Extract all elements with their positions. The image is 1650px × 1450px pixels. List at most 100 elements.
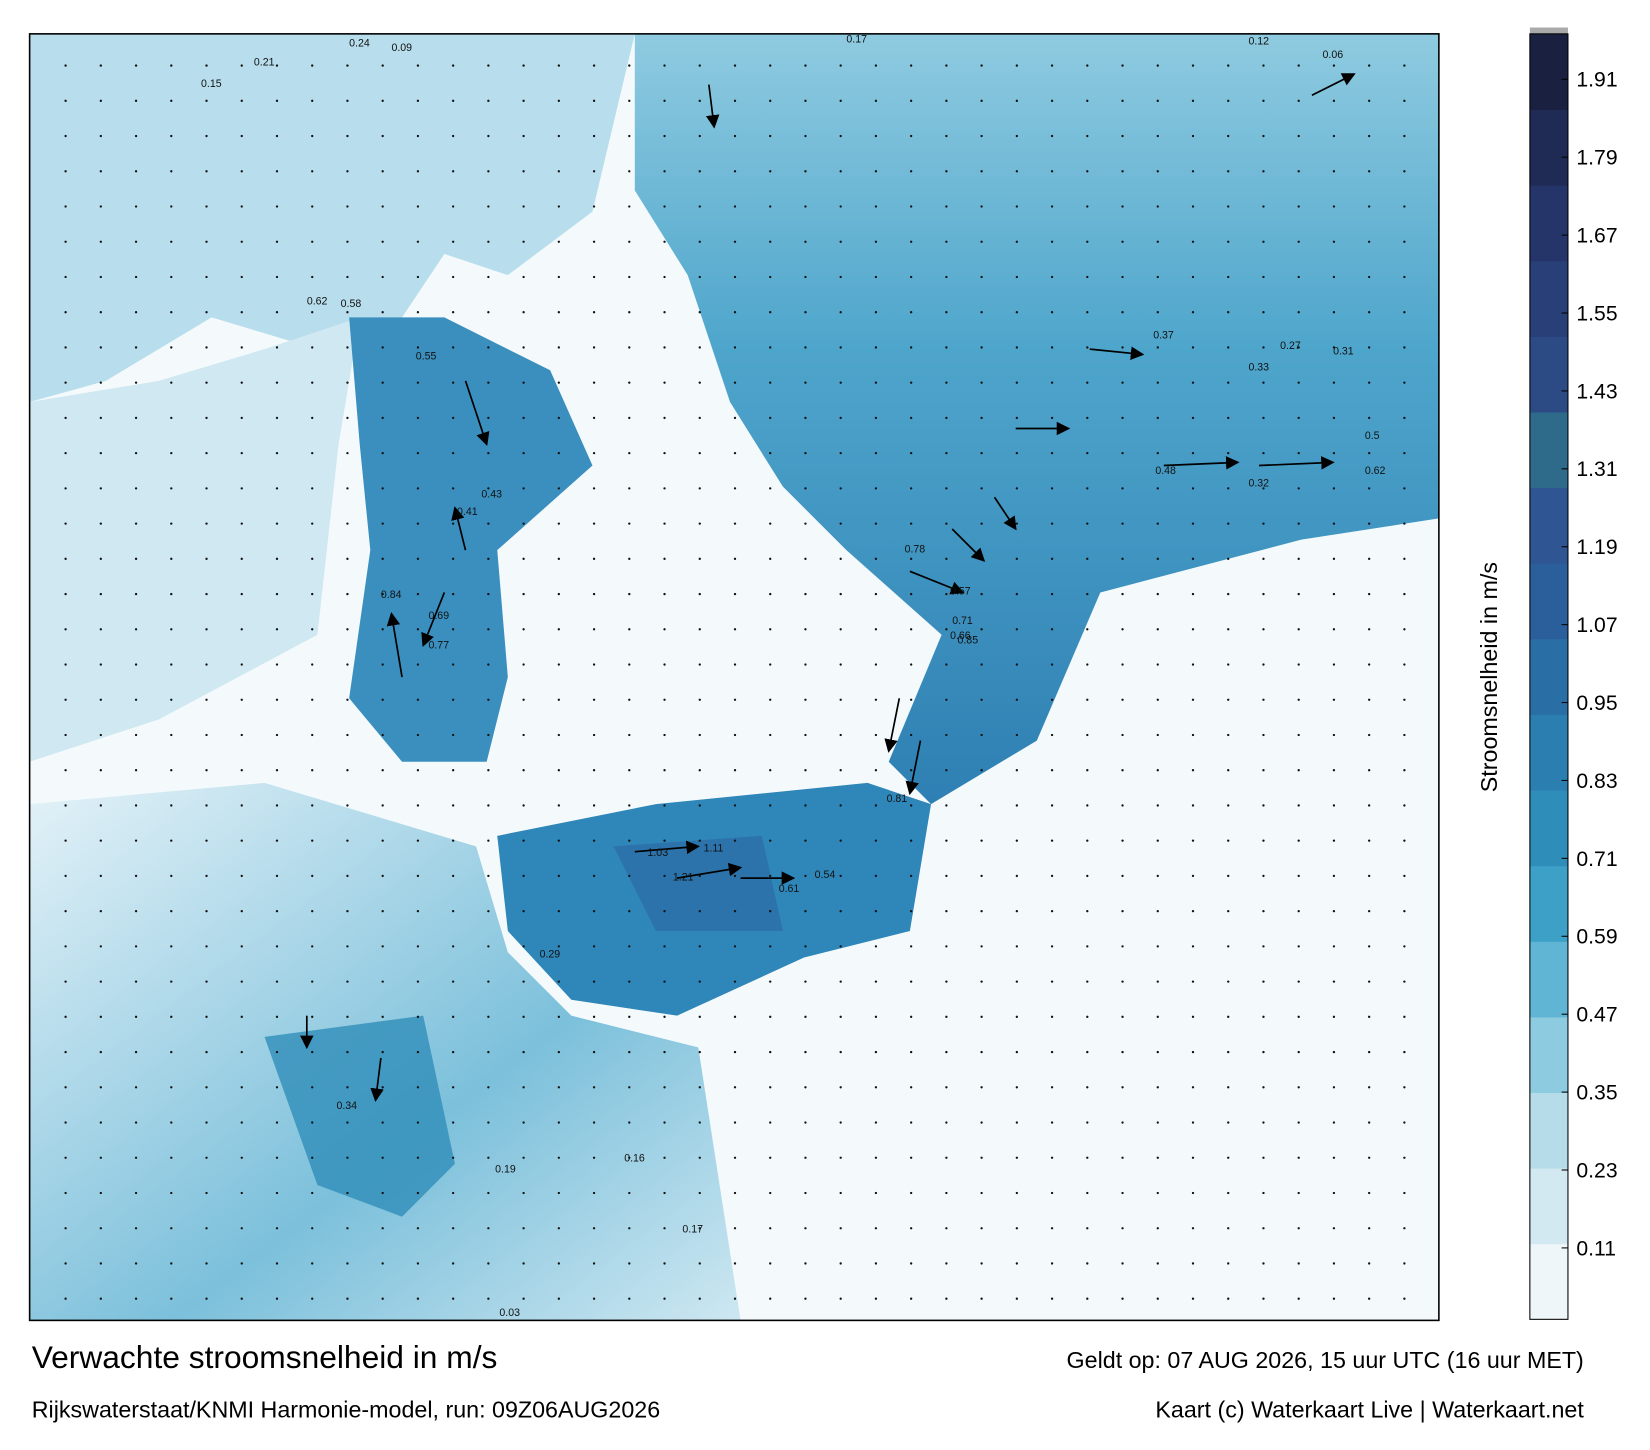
grid-dot — [240, 1156, 243, 1159]
grid-dot — [1262, 1015, 1265, 1019]
grid-dot — [1050, 170, 1054, 173]
grid-dot — [628, 663, 631, 666]
grid-dot — [1403, 628, 1406, 631]
grid-dot — [733, 1086, 737, 1089]
grid-dot — [1297, 240, 1300, 243]
grid-dot — [381, 1227, 384, 1230]
grid-dot — [804, 769, 807, 772]
grid-dot — [416, 1191, 420, 1195]
grid-dot — [134, 1156, 138, 1159]
grid-dot — [804, 240, 807, 243]
grid-dot — [416, 663, 420, 666]
grid-dot — [909, 945, 913, 948]
grid-dot — [99, 1121, 102, 1124]
colorbar-band — [1529, 1243, 1568, 1320]
grid-dot — [945, 346, 948, 349]
grid-dot — [311, 1156, 314, 1159]
grid-dot — [346, 980, 349, 983]
grid-dot — [1121, 663, 1124, 666]
grid-dot — [99, 205, 102, 208]
grid-dot — [1050, 311, 1054, 314]
grid-dot — [1332, 909, 1336, 913]
grid-dot — [874, 592, 878, 596]
grid-dot — [1332, 628, 1336, 631]
grid-dot — [663, 134, 666, 138]
grid-dot — [451, 1121, 455, 1124]
grid-dot — [240, 909, 243, 913]
grid-dot — [698, 1086, 701, 1089]
grid-dot — [170, 99, 173, 102]
grid-dot — [663, 1262, 666, 1265]
grid-dot — [1156, 381, 1159, 384]
grid-dot — [451, 592, 455, 596]
grid-dot — [663, 64, 666, 67]
grid-dot — [557, 1086, 560, 1089]
grid-dot — [1367, 240, 1371, 243]
grid-dot — [275, 451, 279, 455]
grid-dot — [557, 733, 560, 737]
grid-dot — [1191, 909, 1195, 913]
grid-dot — [1086, 769, 1089, 772]
current-value-label: 0.78 — [905, 543, 926, 555]
grid-dot — [839, 381, 842, 384]
grid-dot — [416, 205, 420, 208]
grid-dot — [522, 592, 525, 596]
grid-dot — [99, 1191, 102, 1195]
grid-dot — [557, 170, 560, 173]
grid-dot — [698, 1191, 701, 1195]
grid-dot — [909, 980, 913, 983]
grid-dot — [451, 275, 455, 279]
grid-dot — [839, 487, 842, 490]
grid-dot — [945, 170, 948, 173]
grid-dot — [1403, 487, 1406, 490]
grid-dot — [839, 663, 842, 666]
grid-dot — [487, 240, 490, 243]
grid-dot — [1191, 170, 1195, 173]
grid-dot — [416, 1262, 420, 1265]
grid-dot — [64, 64, 67, 67]
grid-dot — [1086, 663, 1089, 666]
grid-dot — [733, 487, 737, 490]
grid-dot — [769, 416, 772, 420]
grid-dot — [1262, 205, 1265, 208]
grid-dot — [451, 698, 455, 701]
grid-dot — [346, 1156, 349, 1159]
grid-dot — [733, 381, 737, 384]
grid-dot — [1227, 381, 1230, 384]
grid-dot — [1367, 980, 1371, 983]
grid-dot — [839, 416, 842, 420]
grid-dot — [628, 769, 631, 772]
grid-dot — [346, 839, 349, 842]
grid-dot — [628, 557, 631, 560]
grid-dot — [1332, 1121, 1336, 1124]
grid-dot — [416, 522, 420, 525]
grid-dot — [663, 839, 666, 842]
grid-dot — [733, 769, 737, 772]
grid-dot — [698, 1121, 701, 1124]
grid-dot — [1262, 64, 1265, 67]
grid-dot — [64, 769, 67, 772]
grid-dot — [451, 945, 455, 948]
grid-dot — [1015, 839, 1019, 842]
colorbar-band — [1529, 487, 1568, 564]
grid-dot — [205, 980, 208, 983]
grid-dot — [311, 557, 314, 560]
grid-dot — [275, 945, 279, 948]
grid-dot — [311, 240, 314, 243]
grid-dot — [945, 1050, 948, 1054]
grid-dot — [522, 1191, 525, 1195]
grid-dot — [733, 592, 737, 596]
grid-dot — [416, 134, 420, 138]
grid-dot — [134, 804, 138, 807]
grid-dot — [134, 1050, 138, 1054]
grid-dot — [980, 769, 983, 772]
grid-dot — [170, 839, 173, 842]
grid-dot — [1086, 64, 1089, 67]
grid-dot — [1297, 1227, 1300, 1230]
grid-dot — [1050, 381, 1054, 384]
grid-dot — [99, 451, 102, 455]
grid-dot — [980, 628, 983, 631]
grid-dot — [205, 416, 208, 420]
grid-dot — [698, 416, 701, 420]
current-value-label: 0.66 — [950, 630, 971, 642]
